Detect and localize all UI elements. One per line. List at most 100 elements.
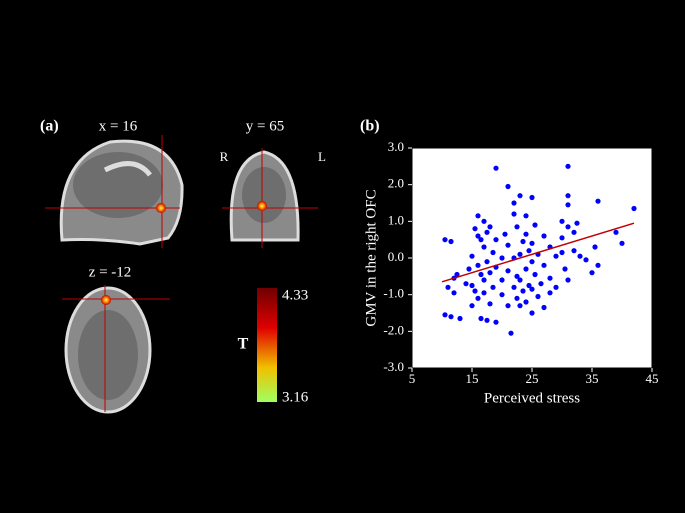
point [505,268,511,274]
point [490,249,496,256]
point [511,284,517,290]
point [529,310,535,316]
point [469,282,475,289]
point [547,275,553,281]
x-axis-title: Perceived stress [484,390,580,406]
point [493,165,499,171]
point [517,193,523,199]
point [583,257,589,263]
point [514,224,520,230]
point [472,288,478,294]
point [565,193,571,199]
point [559,235,565,241]
y-tick-label: 3.0 [388,139,404,154]
colorbar-max: 4.33 [282,287,308,303]
x-tick-label: 25 [526,371,539,386]
point [532,222,538,228]
point [484,229,490,235]
point [499,255,505,261]
point [499,277,505,283]
point [553,253,559,259]
point [481,244,487,250]
point [505,242,511,248]
axial-slice [62,285,170,414]
point [484,259,490,265]
point [490,284,496,290]
point [523,299,529,305]
point [520,288,526,294]
colorbar [257,288,277,402]
point [493,319,499,325]
point [442,312,448,318]
y-tick-label: -3.0 [383,359,404,374]
point [526,282,532,289]
point [478,271,484,278]
orientation-label: R [220,149,229,164]
point [595,262,601,268]
slice-label: z = -12 [89,264,132,280]
point [463,281,469,287]
point [451,290,457,296]
point [505,303,511,309]
point [475,262,481,268]
point [595,198,601,204]
point [541,262,547,268]
point [493,237,499,243]
point [484,317,490,323]
y-tick-label: 1.0 [388,212,404,227]
point [508,330,514,336]
point [517,303,523,309]
point [541,233,547,239]
point [562,266,568,272]
point [502,231,508,237]
point [481,277,487,283]
point [448,238,454,245]
colorbar-min: 3.16 [282,389,309,405]
point [529,194,535,201]
slice-label: x = 16 [99,118,138,134]
point [445,284,451,290]
point [475,213,481,219]
x-tick-label: 45 [646,371,659,386]
point [565,224,571,230]
point [487,224,493,230]
point [472,226,478,232]
point [487,301,493,307]
point [520,238,526,245]
point [466,266,472,272]
point [538,281,544,287]
point [571,229,577,235]
sagittal-slice [45,135,184,248]
point [589,270,595,276]
point [553,284,559,290]
point [454,271,460,278]
y-tick-label: 0.0 [388,249,404,264]
point [631,205,637,212]
y-tick-label: 2.0 [388,176,404,191]
point [511,211,517,217]
point [574,220,580,226]
point [526,248,532,254]
point [613,229,619,235]
point [448,314,454,320]
point [499,292,505,298]
point [475,295,481,301]
x-tick-label: 35 [586,371,599,386]
point [592,244,598,250]
point [505,183,511,190]
point [469,303,475,309]
x-tick-label: 5 [409,371,416,386]
y-tick-label: -2.0 [383,322,404,337]
point [469,253,475,259]
point [565,202,571,208]
point [523,231,529,237]
point [481,218,487,224]
point [577,253,583,259]
coronal-slice [222,148,318,248]
point [514,273,520,279]
point [535,293,541,300]
point [565,163,571,169]
point [514,295,520,301]
point [529,286,535,292]
